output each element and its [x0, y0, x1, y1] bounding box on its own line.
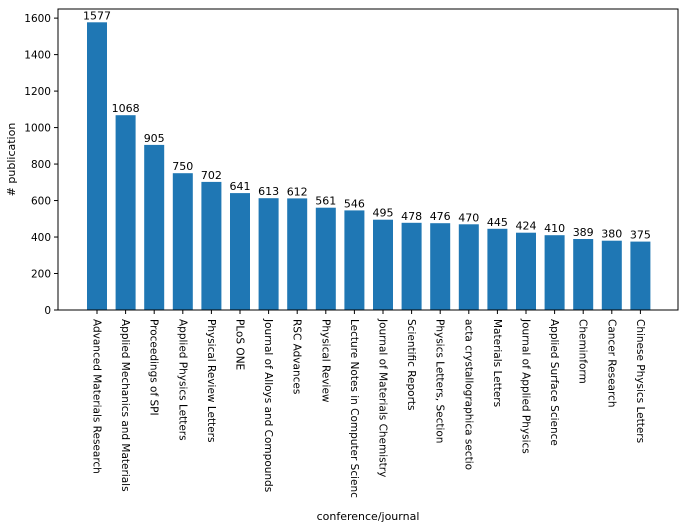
- bar: [516, 232, 536, 310]
- x-tick-label: Journal of Materials Chemistry: [377, 318, 389, 477]
- bar-value-label: 470: [458, 211, 479, 224]
- bar-value-label: 375: [630, 229, 651, 242]
- x-tick-label: Journal of Applied Physics: [520, 318, 532, 454]
- bar-value-label: 1577: [83, 9, 111, 22]
- y-tick-label: 0: [44, 305, 51, 317]
- x-tick-label: Scientific Reports: [405, 319, 417, 411]
- x-tick-label: Materials Letters: [491, 319, 503, 407]
- bar-value-label: 1068: [112, 102, 140, 115]
- bar-value-label: 702: [201, 169, 222, 182]
- bar: [230, 193, 250, 310]
- bar-value-label: 546: [344, 197, 365, 210]
- bar-value-label: 561: [315, 195, 336, 208]
- x-tick-label: Journal of Alloys and Compounds: [262, 318, 274, 492]
- data-labels-group: 1577 1068 905 750 702 641 613 612 561 546 495 478 47…: [83, 9, 651, 241]
- y-axis: 0 200 400 600 800 1000 1200 1400 1600: [24, 13, 58, 317]
- bar-value-label: 445: [487, 216, 508, 229]
- x-tick-label: Proceedings of SPI: [148, 319, 160, 416]
- x-axis-title: conference/journal: [317, 510, 420, 523]
- x-tick-label: Cheminform: [577, 319, 589, 384]
- bar-value-label: 495: [373, 207, 394, 220]
- y-tick-label: 1600: [24, 13, 51, 25]
- bar: [87, 22, 107, 311]
- bar-value-label: 389: [573, 226, 594, 239]
- x-tick-label: Applied Surface Science: [548, 319, 560, 446]
- bar: [601, 240, 622, 310]
- bar: [401, 222, 422, 310]
- y-tick-label: 400: [31, 232, 51, 244]
- bar-value-label: 613: [258, 185, 279, 198]
- x-tick-label: PLoS ONE: [234, 319, 246, 370]
- x-tick-label: Physical Review: [319, 319, 331, 403]
- x-tick-label: Chinese Physics Letters: [634, 319, 646, 443]
- bar: [201, 181, 222, 310]
- y-tick-label: 200: [31, 269, 51, 281]
- bar-value-label: 750: [172, 160, 193, 173]
- bar: [115, 115, 136, 310]
- y-tick-label: 600: [31, 196, 51, 208]
- bar-value-label: 905: [144, 132, 165, 145]
- bar: [630, 241, 651, 310]
- x-tick-label: Cancer Research: [605, 319, 617, 407]
- bar-value-label: 424: [516, 220, 537, 233]
- x-tick-label: Applied Physics Letters: [176, 319, 188, 441]
- bar: [258, 198, 279, 310]
- bar: [373, 219, 393, 310]
- y-tick-label: 1000: [24, 123, 51, 135]
- x-tick-label: Physics Letters, Section: [434, 319, 446, 443]
- x-tick-label: Advanced Materials Research: [91, 319, 103, 474]
- y-axis-title: # publication: [5, 123, 18, 197]
- bar-value-label: 410: [544, 222, 565, 235]
- plot-frame: [57, 8, 679, 311]
- x-tick-label: Applied Mechanics and Materials: [119, 319, 131, 492]
- x-axis: Advanced Materials Research Applied Mecha…: [91, 310, 646, 498]
- bar: [344, 210, 365, 310]
- x-tick-label: acta crystallographica sectio: [462, 319, 474, 470]
- bars-group: [87, 22, 651, 311]
- x-tick-label: Lecture Notes in Computer Scienc: [348, 319, 360, 498]
- x-tick-label: RSC Advances: [291, 319, 303, 394]
- y-tick-label: 1200: [24, 86, 51, 98]
- bar: [544, 235, 565, 310]
- bar: [487, 228, 508, 310]
- bar: [287, 198, 308, 310]
- bar: [144, 144, 165, 310]
- bar: [172, 173, 193, 310]
- y-tick-label: 1400: [24, 50, 51, 62]
- bar-value-label: 641: [230, 180, 251, 193]
- bar: [315, 207, 336, 310]
- bar-value-label: 380: [601, 228, 622, 241]
- bar: [458, 224, 479, 310]
- bar-value-label: 612: [287, 185, 308, 198]
- bar-value-label: 478: [401, 210, 422, 223]
- y-tick-label: 800: [31, 159, 51, 171]
- x-tick-label: Physical Review Letters: [205, 319, 217, 442]
- bar: [573, 239, 594, 310]
- bar: [430, 223, 451, 310]
- bar-value-label: 476: [430, 210, 451, 223]
